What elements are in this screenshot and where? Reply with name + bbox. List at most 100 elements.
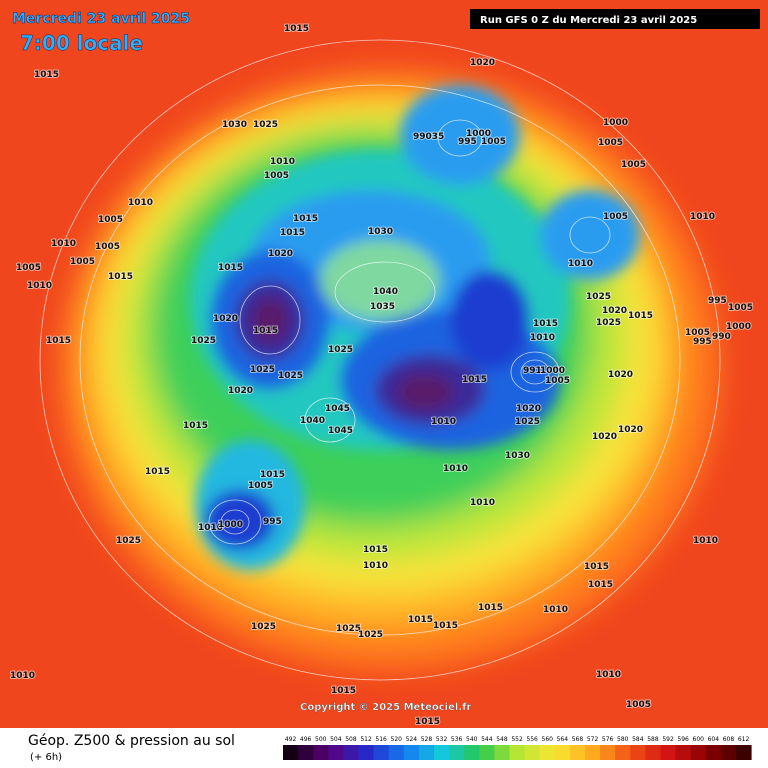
isobar-label: 1025 [515, 417, 540, 427]
isobar-label: 1010 [363, 561, 388, 571]
isobar-label: 1025 [358, 630, 383, 640]
colorbar-tick-label: 516 [375, 736, 387, 743]
footer-lead: (+ 6h) [30, 752, 62, 763]
colorbar-swatch [675, 745, 692, 760]
isobar-label: 1020 [618, 425, 643, 435]
isobar-label: 1015 [408, 615, 433, 625]
colorbar-swatch [343, 745, 359, 760]
isobar-label: 1000 [603, 118, 628, 128]
colorbar-swatch [600, 745, 616, 760]
isobar-label: 1010 [470, 498, 495, 508]
colorbar-tick-label: 560 [542, 736, 554, 743]
isobar-label: 1015 [628, 311, 653, 321]
colorbar-swatch [585, 745, 601, 760]
colorbar-swatch [705, 745, 722, 760]
isobar-label: 1035 [370, 302, 395, 312]
isobar-label: 1010 [568, 259, 593, 269]
isobar-label: 995 [263, 517, 282, 527]
isobar-label: 99035 [413, 132, 444, 142]
isobar-label: 995 [693, 337, 712, 347]
colorbar-tick-label: 528 [421, 736, 433, 743]
isobar-label: 1030 [505, 451, 530, 461]
isobar-label: 991 [523, 366, 542, 376]
isobar-label: 1020 [268, 249, 293, 259]
isobar-label: 1010 [693, 536, 718, 546]
isobar-label: 1015 [108, 272, 133, 282]
colorbar-tick-label: 520 [391, 736, 403, 743]
isobar-label: 1010 [690, 212, 715, 222]
colorbar-swatch [358, 745, 375, 760]
isobar-label: 1005 [264, 171, 289, 181]
colorbar-swatch [509, 745, 526, 760]
colorbar-tick-label: 604 [708, 736, 720, 743]
isobar-label: 1015 [331, 686, 356, 696]
isobar-label: 1040 [373, 287, 398, 297]
isobar-label: 1020 [516, 404, 541, 414]
run-label: Run GFS 0 Z du Mercredi 23 avril 2025 [480, 15, 697, 26]
colorbar-tick-label: 592 [662, 736, 674, 743]
isobar-label: 1025 [253, 120, 278, 130]
colorbar-swatch [479, 745, 495, 760]
isobar-label: 1010 [51, 239, 76, 249]
isobar-label: 1005 [626, 700, 651, 710]
isobar-label: 1015 [284, 24, 309, 34]
colorbar-swatch [418, 745, 435, 760]
isobar-label: 1005 [685, 328, 710, 338]
colorbar-tick-label: 536 [451, 736, 463, 743]
isobar-label: 1025 [116, 536, 141, 546]
isobar-label: 1015 [218, 263, 243, 273]
colorbar-swatch [645, 745, 661, 760]
colorbar-swatch [720, 745, 737, 760]
isobar-label: 1010 [10, 671, 35, 681]
isobar-label: 1005 [16, 263, 41, 273]
colorbar-tick-label: 532 [436, 736, 448, 743]
colorbar-swatch [554, 745, 571, 760]
isobar-label: 1025 [278, 371, 303, 381]
isobar-label: 1010 [543, 605, 568, 615]
colorbar-swatch [569, 745, 586, 760]
isobar-label: 1010 [443, 464, 468, 474]
isobar-label: 1045 [325, 404, 350, 414]
isobar-label: 1015 [34, 70, 59, 80]
colorbar-tick-label: 584 [632, 736, 644, 743]
colorbar-swatch [615, 745, 631, 760]
isobar-label: 1015 [46, 336, 71, 346]
isobar-label: 1010 [530, 333, 555, 343]
colorbar-tick-label: 600 [693, 736, 705, 743]
colorbar-swatch [298, 745, 314, 760]
colorbar-tick-label: 568 [572, 736, 584, 743]
colorbar-swatch [434, 745, 450, 760]
isobar-label: 1025 [250, 365, 275, 375]
footer-title: Géop. Z500 & pression au sol [28, 733, 235, 749]
isobar-label: 1015 [433, 621, 458, 631]
colorbar-tick-label: 576 [602, 736, 614, 743]
isobar-label: 1005 [98, 215, 123, 225]
isobar-label: 1015 [462, 375, 487, 385]
colorbar-tick-label: 496 [300, 736, 312, 743]
colorbar-swatch [660, 745, 677, 760]
colorbar-swatch [539, 745, 556, 760]
isobar-label: 1025 [328, 345, 353, 355]
isobar-label: 1010 [431, 417, 456, 427]
colorbar-tick-label: 572 [587, 736, 599, 743]
isobar-label: 1015 [145, 467, 170, 477]
isobar-label: 995 [458, 137, 477, 147]
isobar-label: 1015 [253, 326, 278, 336]
isobar-label: 1015 [280, 228, 305, 238]
colorbar-tick-label: 612 [738, 736, 750, 743]
isobar-label: 1000 [540, 366, 565, 376]
isobar-label: 1010 [596, 670, 621, 680]
colorbar-swatch [388, 745, 405, 760]
colorbar-tick-label: 588 [647, 736, 659, 743]
colorbar-swatch [494, 745, 510, 760]
colorbar-tick-label: 556 [526, 736, 538, 743]
colorbar-tick-label: 564 [557, 736, 569, 743]
isobar-label: 1020 [470, 58, 495, 68]
isobar-label: 1025 [596, 318, 621, 328]
colorbar-tick-label: 524 [406, 736, 418, 743]
isobar-label: 1040 [300, 416, 325, 426]
colorbar-swatch [328, 745, 344, 760]
isobar-label: 995 [708, 296, 727, 306]
